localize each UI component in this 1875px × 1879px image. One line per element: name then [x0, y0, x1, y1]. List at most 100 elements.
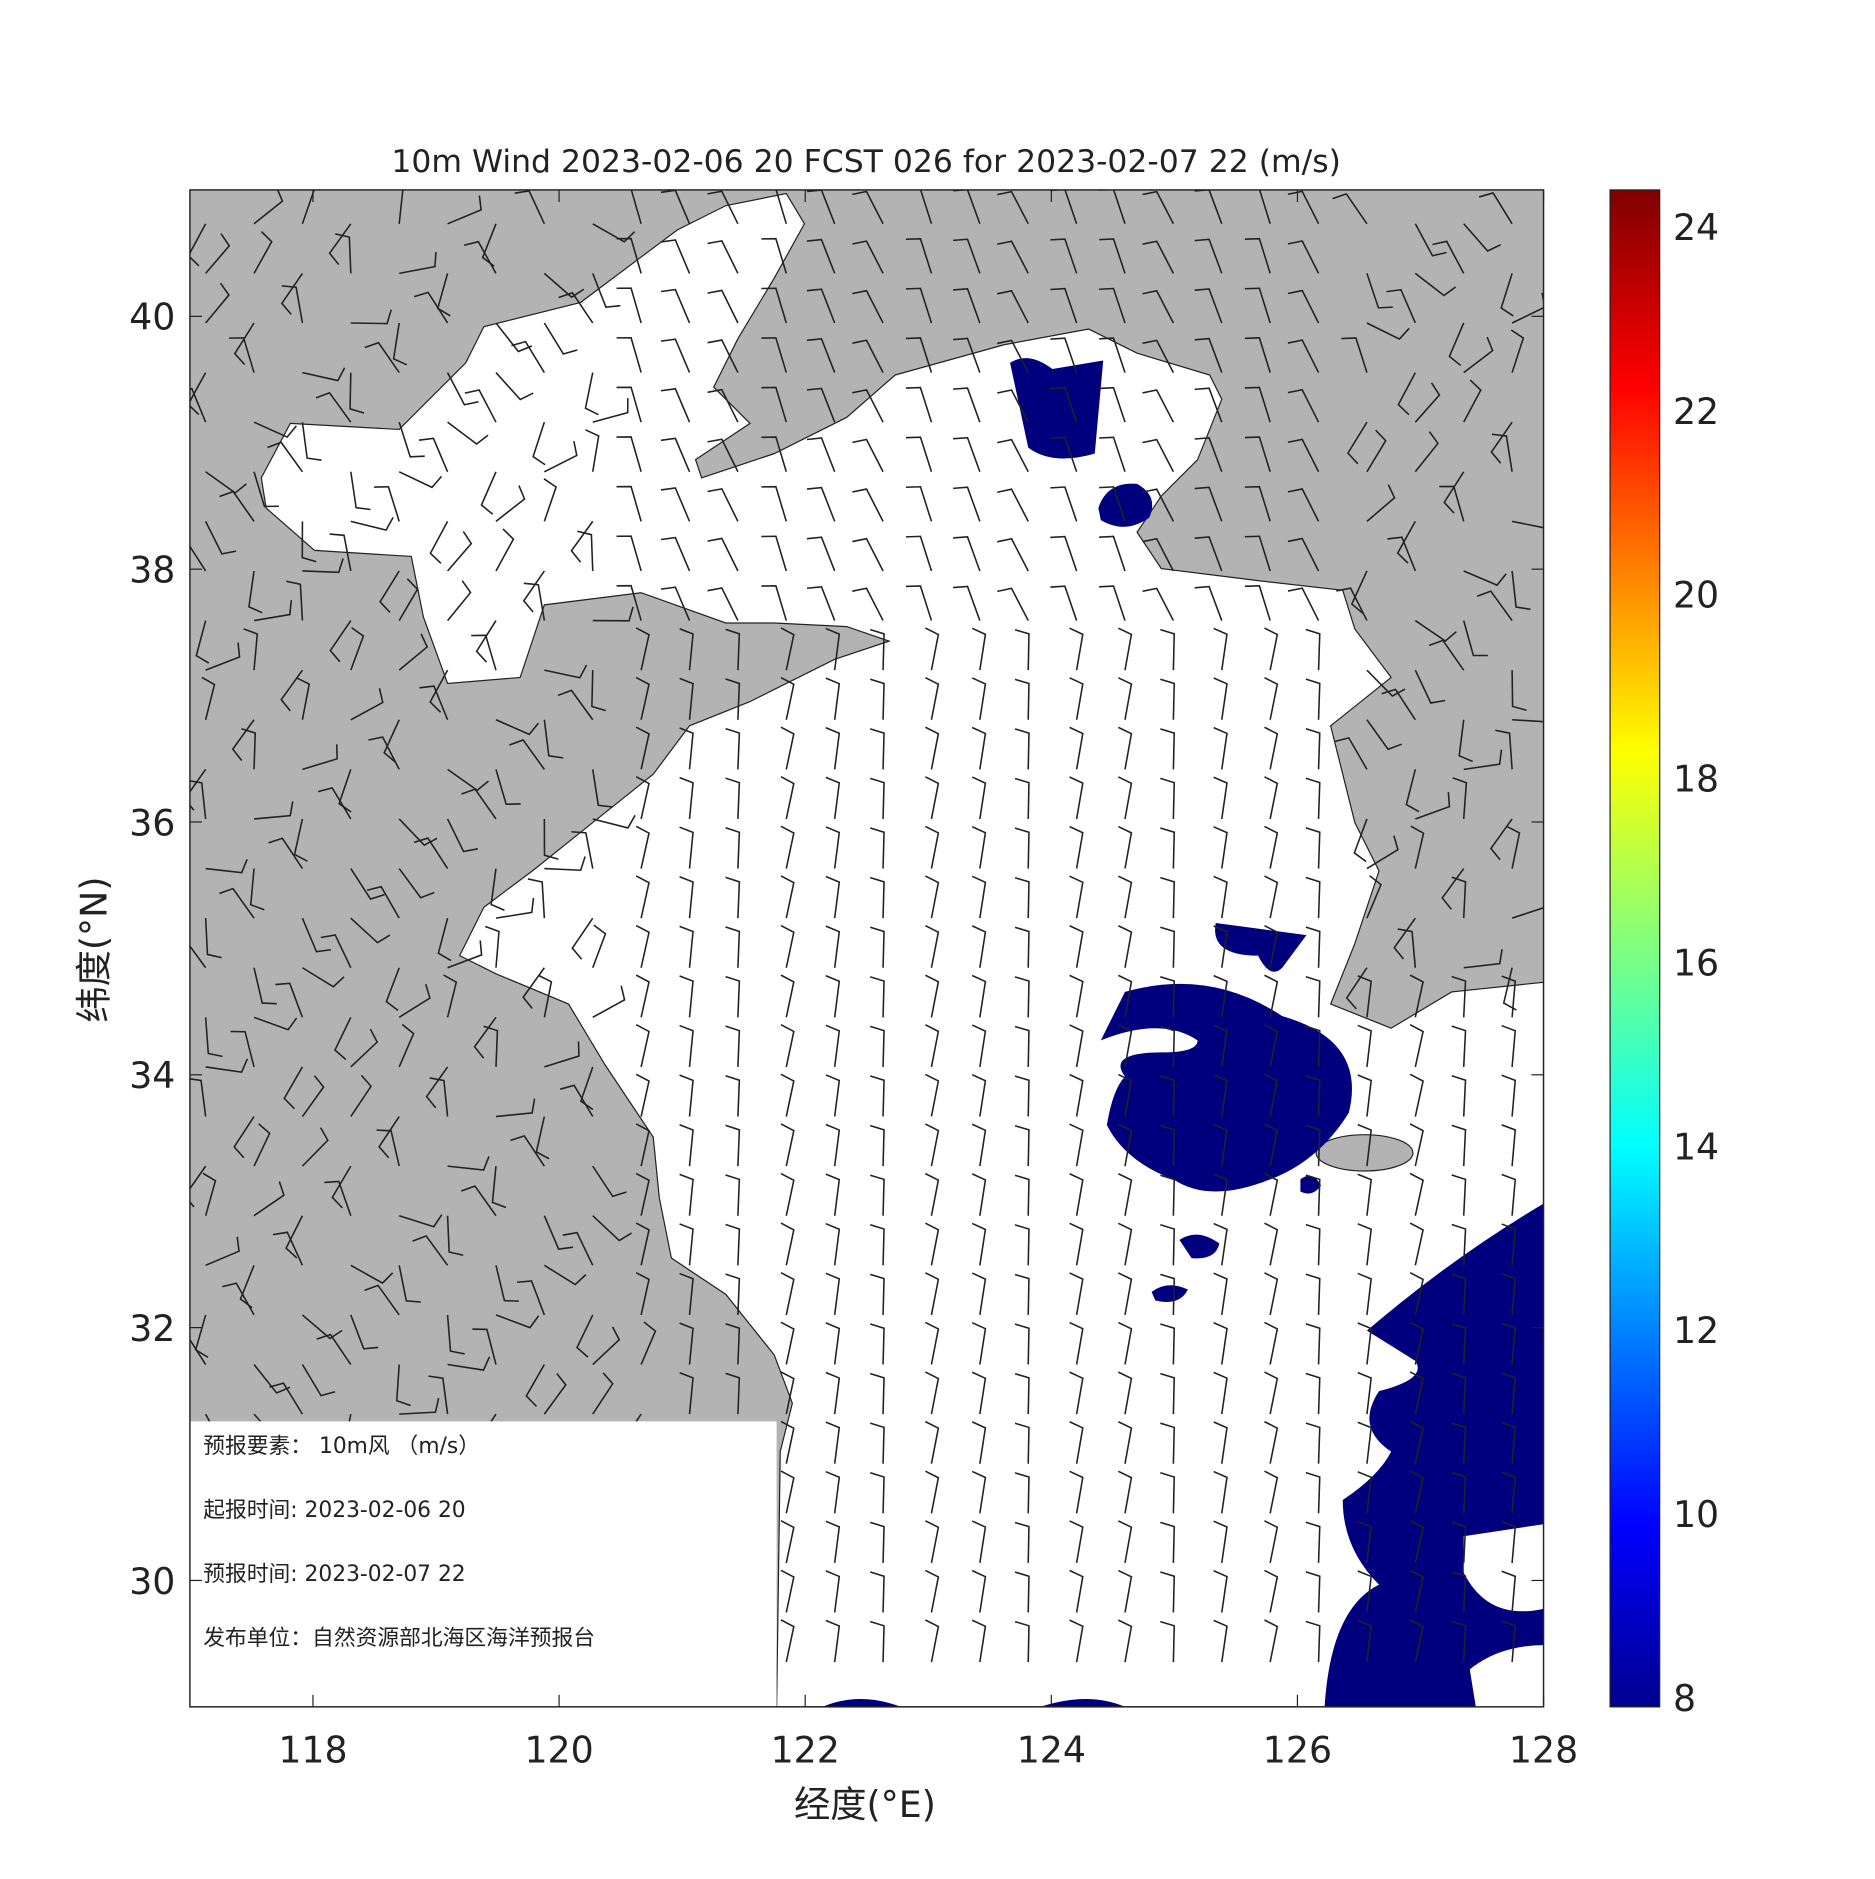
wind-barb — [925, 1569, 940, 1613]
wind-barb — [1409, 1073, 1424, 1117]
wind-barb — [447, 421, 489, 445]
wind-barb — [301, 1314, 343, 1340]
wind-barb — [464, 389, 497, 423]
wind-barb — [925, 1470, 940, 1514]
wind-barb — [576, 1314, 594, 1358]
wind-barb — [1118, 776, 1133, 820]
wind-barb — [953, 536, 981, 572]
wind-barb — [1414, 431, 1439, 473]
wind-barb — [413, 837, 449, 869]
wind-barb — [925, 627, 940, 671]
wind-barb — [483, 1025, 499, 1067]
wind-barb — [660, 586, 691, 621]
wind-barb — [725, 727, 741, 770]
wind-barb — [398, 983, 431, 1019]
wind-barb — [925, 1024, 940, 1068]
wind-barb — [971, 776, 987, 820]
wind-barb — [1142, 587, 1175, 621]
wind-barb — [398, 189, 404, 224]
wind-barb — [870, 1025, 885, 1067]
wind-barb — [495, 528, 515, 572]
wind-barb — [398, 1023, 415, 1068]
wind-barb — [302, 967, 345, 988]
wind-barb — [1118, 1073, 1133, 1117]
wind-barb — [428, 1375, 449, 1415]
wind-barb — [1501, 1421, 1517, 1464]
wind-barb — [997, 537, 1029, 572]
info-box — [189, 1421, 777, 1707]
wind-barb — [825, 1421, 841, 1464]
wind-barb — [1014, 1571, 1030, 1613]
wind-barb — [1014, 1224, 1030, 1266]
wind-barb — [1414, 272, 1457, 297]
wind-barb — [1264, 825, 1279, 869]
wind-barb — [1501, 1322, 1517, 1365]
colorbar-tick-label: 24 — [1673, 206, 1719, 249]
wind-barb — [350, 1314, 379, 1350]
wind-barb — [253, 600, 293, 622]
wind-barb — [205, 233, 231, 274]
wind-barb — [679, 1322, 694, 1365]
wind-barb — [1014, 1124, 1030, 1167]
wind-barb — [616, 237, 642, 274]
wind-barb — [780, 1172, 795, 1216]
wind-barb — [429, 520, 449, 564]
wind-barb — [1332, 192, 1368, 225]
wind-barb — [852, 388, 884, 423]
wind-barb — [562, 1231, 594, 1266]
wind-barb — [997, 190, 1029, 225]
wind-barb — [1069, 1619, 1084, 1663]
wind-barb — [725, 1124, 741, 1167]
wind-barb — [1386, 288, 1417, 324]
wind-barb — [1305, 876, 1321, 919]
wind-barb — [635, 1172, 650, 1216]
wind-barb — [905, 287, 933, 324]
wind-barb — [591, 670, 606, 712]
wind-barb — [1069, 1520, 1084, 1564]
wind-barb — [1099, 386, 1126, 423]
wind-barb — [1213, 1470, 1228, 1514]
wind-barb — [806, 585, 836, 621]
wind-barb — [707, 487, 739, 522]
wind-barb — [461, 788, 497, 820]
wind-barb — [725, 1025, 741, 1067]
wind-barb — [1414, 669, 1446, 704]
info-panel: 预报要素： 10m风 （m/s） 起报时间: 2023-02-06 20 预报时间:… — [203, 1434, 595, 1651]
wind-barb — [495, 897, 535, 919]
wind-barb — [1264, 1272, 1279, 1316]
wind-barb — [925, 676, 940, 720]
wind-barb — [592, 1165, 627, 1198]
wind-barb — [660, 387, 691, 423]
wind-barb — [243, 628, 259, 671]
wind-barb — [971, 1272, 987, 1316]
wind-barb — [1478, 192, 1513, 225]
wind-barb — [495, 485, 526, 522]
wind-barb — [558, 291, 594, 324]
wind-barb — [1118, 1619, 1133, 1663]
wind-barb — [1099, 238, 1126, 274]
wind-barb — [1244, 189, 1271, 225]
wind-barb — [1409, 1024, 1424, 1068]
wind-barb — [1118, 1520, 1133, 1564]
wind-barb — [1160, 1273, 1176, 1315]
wind-barb — [1451, 876, 1467, 919]
wind-barb — [780, 776, 795, 820]
wind-barb — [852, 488, 884, 522]
wind-barb — [1213, 677, 1228, 720]
wind-barb — [1213, 1520, 1228, 1564]
wind-barb — [350, 1264, 394, 1285]
wind-barb — [443, 974, 458, 1018]
wind-barb — [1387, 536, 1417, 572]
wind-barb — [1194, 436, 1223, 473]
wind-barb — [1160, 678, 1176, 720]
wind-barb — [253, 421, 297, 439]
wind-barb — [1510, 329, 1525, 373]
wind-barb — [1501, 1124, 1517, 1167]
wind-barb — [707, 289, 739, 324]
wind-barb — [616, 436, 642, 472]
wind-barb — [761, 287, 788, 324]
wind-barb — [1357, 1471, 1373, 1514]
wind-barb — [761, 337, 788, 373]
wind-barb — [1264, 875, 1279, 919]
